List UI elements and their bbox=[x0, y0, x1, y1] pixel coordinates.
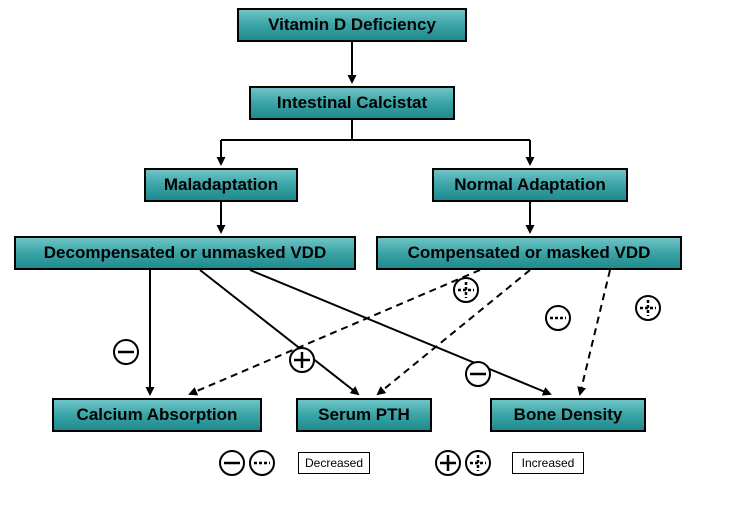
node-bone-density: Bone Density bbox=[490, 398, 646, 432]
node-compensated: Compensated or masked VDD bbox=[376, 236, 682, 270]
legend-decreased-icon-dashed bbox=[250, 451, 274, 475]
node-calcistat: Intestinal Calcistat bbox=[249, 86, 455, 120]
node-normal-adaptation: Normal Adaptation bbox=[432, 168, 628, 202]
node-vdd: Vitamin D Deficiency bbox=[237, 8, 467, 42]
node-serum-pth-label: Serum PTH bbox=[318, 405, 410, 425]
legend-decreased-label: Decreased bbox=[305, 456, 363, 470]
symbol-decomp-pth-plus bbox=[290, 348, 314, 372]
node-decompensated: Decompensated or unmasked VDD bbox=[14, 236, 356, 270]
node-maladaptation: Maladaptation bbox=[144, 168, 298, 202]
legend-decreased-icon-solid bbox=[220, 451, 244, 475]
legend-increased-icon-dashed bbox=[466, 451, 490, 475]
symbol-comp-ca-plusminus bbox=[454, 278, 478, 302]
node-calcium-absorption-label: Calcium Absorption bbox=[77, 405, 238, 425]
edge-comp-ca bbox=[190, 270, 480, 394]
node-normal-adaptation-label: Normal Adaptation bbox=[454, 175, 605, 195]
node-vdd-label: Vitamin D Deficiency bbox=[268, 15, 436, 35]
node-calcium-absorption: Calcium Absorption bbox=[52, 398, 262, 432]
node-serum-pth: Serum PTH bbox=[296, 398, 432, 432]
diagram-canvas: { "colors": { "node_fill_top": "#6ec4c6"… bbox=[0, 0, 737, 509]
symbol-comp-pth-dashminus bbox=[546, 306, 570, 330]
node-decompensated-label: Decompensated or unmasked VDD bbox=[44, 243, 326, 263]
edge-comp-pth bbox=[378, 270, 530, 394]
edge-decomp-bone bbox=[250, 270, 550, 394]
symbol-decomp-ca-minus bbox=[114, 340, 138, 364]
symbol-decomp-bone-minus bbox=[466, 362, 490, 386]
node-calcistat-label: Intestinal Calcistat bbox=[277, 93, 427, 113]
legend-increased-icon-solid bbox=[436, 451, 460, 475]
legend-increased-label: Increased bbox=[522, 456, 575, 470]
node-maladaptation-label: Maladaptation bbox=[164, 175, 278, 195]
edge-decomp-pth bbox=[200, 270, 358, 394]
node-bone-density-label: Bone Density bbox=[514, 405, 623, 425]
legend-increased-box: Increased bbox=[512, 452, 584, 474]
symbol-comp-bone-plusminus bbox=[636, 296, 660, 320]
edge-comp-bone bbox=[580, 270, 610, 394]
node-compensated-label: Compensated or masked VDD bbox=[408, 243, 651, 263]
legend-decreased-box: Decreased bbox=[298, 452, 370, 474]
